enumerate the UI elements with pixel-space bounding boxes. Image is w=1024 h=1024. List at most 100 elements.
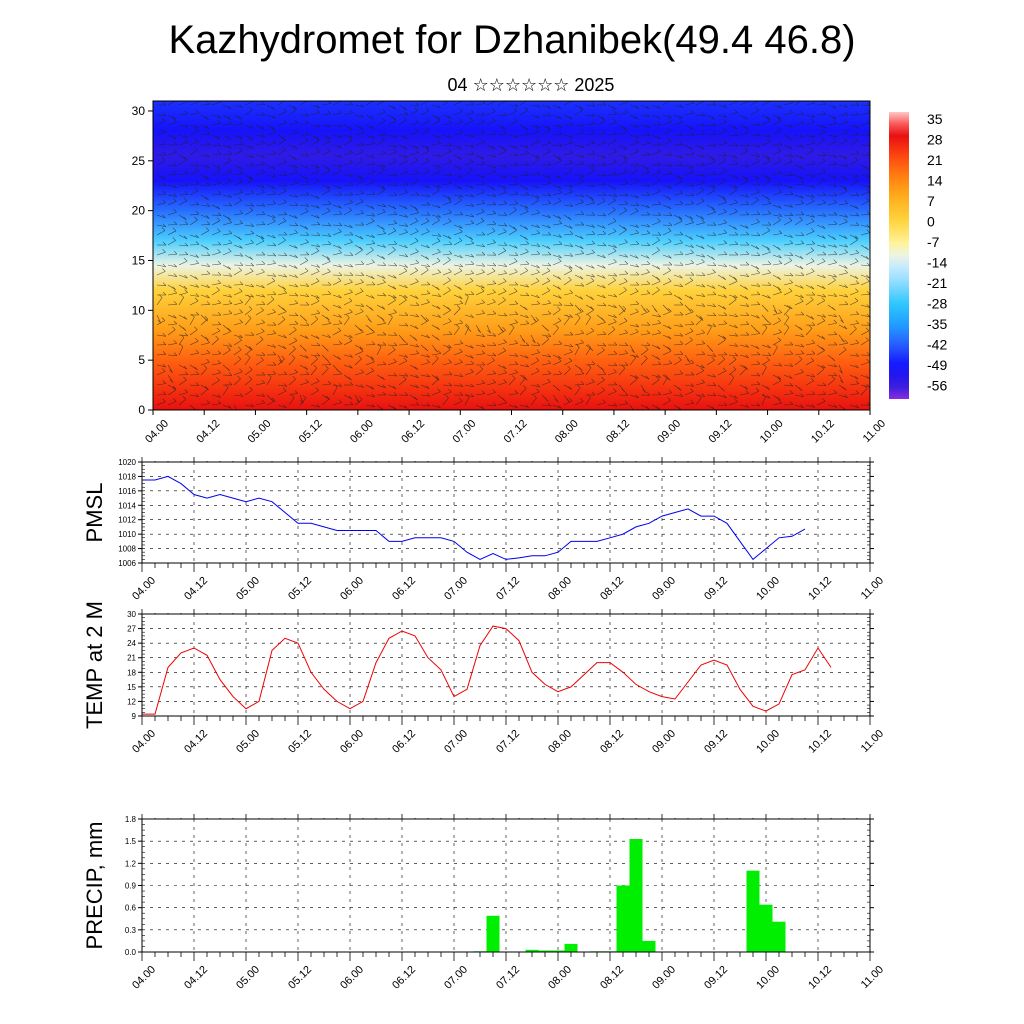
wind-barb-flag xyxy=(646,308,650,312)
wind-barb-flag xyxy=(865,255,870,260)
wind-barb-flag xyxy=(865,197,870,202)
wind-barb-flag xyxy=(712,232,717,236)
wind-barb-flag xyxy=(437,204,441,209)
wind-barb xyxy=(816,284,826,290)
wind-barb xyxy=(552,373,562,376)
wind-barb xyxy=(860,281,870,286)
wind-barb xyxy=(255,304,266,306)
wind-barb-flag xyxy=(315,137,320,142)
wind-barb-flag xyxy=(645,405,650,410)
wind-barb xyxy=(398,404,408,409)
wind-barb xyxy=(805,194,815,198)
wind-barb xyxy=(783,204,793,208)
wind-barb xyxy=(343,264,353,268)
wind-barb-flag xyxy=(668,151,673,156)
wind-barb-flag xyxy=(799,155,804,159)
wind-barb-flag xyxy=(800,232,805,236)
wind-barb-flag xyxy=(733,125,738,130)
wind-barb-flag xyxy=(646,151,651,156)
x-tick-label: 11.00 xyxy=(859,728,886,755)
wind-barb-flag xyxy=(547,231,552,236)
wind-barb xyxy=(629,142,639,146)
wind-barb-flag xyxy=(325,307,330,312)
x-tick-label: 06.12 xyxy=(390,728,418,756)
wind-barb-flag xyxy=(690,259,695,264)
wind-barb-flag xyxy=(228,248,232,252)
wind-barb-flag xyxy=(294,320,299,325)
wind-barb xyxy=(442,244,453,246)
wind-barb-flag xyxy=(481,188,485,193)
wind-barb xyxy=(849,404,859,408)
wind-barb-flag xyxy=(789,158,793,162)
wind-barb xyxy=(497,224,507,227)
wind-barb xyxy=(365,181,375,186)
wind-barb xyxy=(189,340,199,346)
wind-barb-flag xyxy=(458,146,463,150)
wind-barb xyxy=(662,294,673,296)
wind-barb-flag xyxy=(755,158,760,162)
wind-barb-flag xyxy=(239,299,243,303)
wind-barb-flag xyxy=(404,294,408,299)
wind-barb xyxy=(332,144,342,149)
wind-barb xyxy=(530,212,540,216)
wind-barb-flag xyxy=(536,138,540,142)
wind-barb xyxy=(299,260,308,266)
x-tick-label: 09.00 xyxy=(655,418,683,446)
wind-barb xyxy=(684,402,694,406)
wind-barb-flag xyxy=(183,156,187,161)
wind-barb-flag xyxy=(843,346,847,351)
wind-barb xyxy=(343,364,353,369)
wind-barb xyxy=(607,244,617,248)
wind-barb xyxy=(673,104,683,108)
wind-barb xyxy=(574,104,583,110)
wind-barb-flag xyxy=(667,325,672,330)
wind-barb xyxy=(431,324,440,331)
wind-barb xyxy=(827,244,837,248)
wind-barb-flag xyxy=(162,241,167,246)
wind-barb-flag xyxy=(294,283,299,288)
wind-barb-flag xyxy=(679,340,684,345)
wind-barb-flag xyxy=(667,277,672,282)
wind-barb xyxy=(838,294,848,298)
wind-barb xyxy=(695,174,705,177)
wind-barb xyxy=(288,214,298,219)
wind-barb xyxy=(717,314,728,316)
wind-barb xyxy=(255,234,265,240)
wind-barb xyxy=(398,172,408,176)
wind-barb xyxy=(750,344,760,350)
wind-barb-flag xyxy=(833,363,838,368)
wind-barb xyxy=(607,161,617,166)
wind-barb-flag xyxy=(668,254,672,259)
wind-barb-flag xyxy=(437,248,441,253)
wind-barb-flag xyxy=(800,211,805,216)
wind-barb xyxy=(244,349,253,356)
wind-barb xyxy=(673,134,684,136)
wind-barb xyxy=(794,254,804,260)
wind-barb-flag xyxy=(635,178,639,182)
wind-barb xyxy=(717,370,727,376)
wind-barb-flag xyxy=(601,118,606,122)
wind-barb-flag xyxy=(403,106,407,111)
wind-barb-flag xyxy=(855,192,860,197)
wind-barb xyxy=(673,373,683,376)
wind-barb xyxy=(189,274,198,280)
wind-barb xyxy=(211,204,221,210)
wind-barb-flag xyxy=(404,228,408,233)
wind-barb xyxy=(596,390,605,396)
x-tick-label: 10.12 xyxy=(806,575,834,603)
wind-barb-flag xyxy=(690,164,694,169)
wind-barb-flag xyxy=(404,181,409,186)
y-tick-label: 1016 xyxy=(118,487,136,496)
wind-barb xyxy=(640,114,650,117)
wind-barb-flag xyxy=(602,331,607,335)
wind-barb-flag xyxy=(569,225,573,229)
wind-barb-flag xyxy=(590,277,595,282)
wind-barb-flag xyxy=(656,376,660,380)
wind-barb-flag xyxy=(855,390,860,394)
wind-barb-flag xyxy=(414,295,419,299)
wind-barb xyxy=(233,378,241,386)
wind-barb xyxy=(783,364,793,367)
wind-barb-flag xyxy=(577,308,582,312)
wind-barb-flag xyxy=(822,314,826,318)
wind-barb-flag xyxy=(349,231,354,236)
